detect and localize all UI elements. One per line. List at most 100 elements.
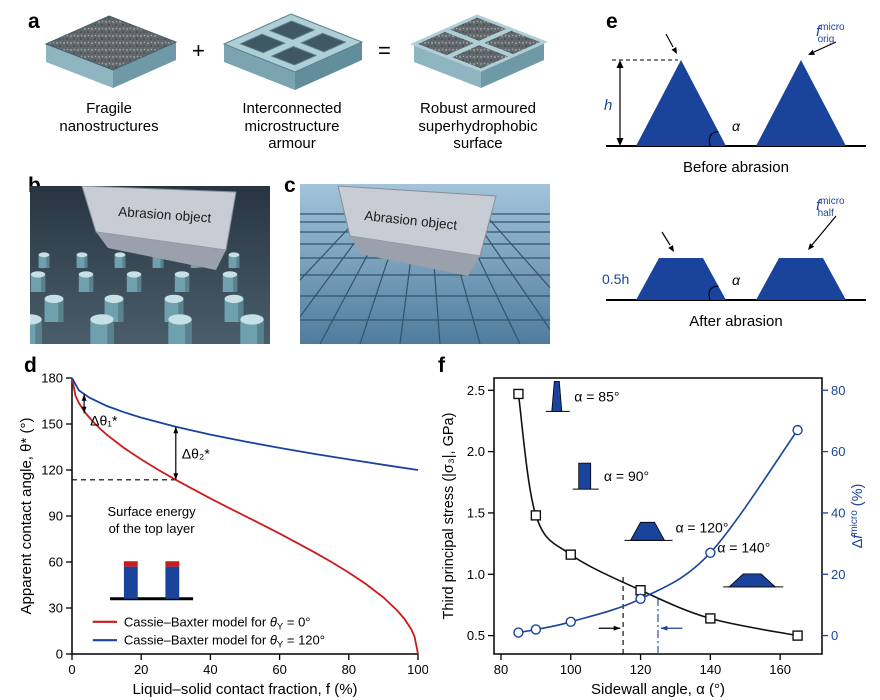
- svg-text:60: 60: [49, 555, 63, 570]
- arrowhead: [671, 47, 677, 54]
- svg-text:α = 85°: α = 85°: [574, 388, 619, 404]
- before-abrasion-caption: Before abrasion: [683, 159, 789, 176]
- panel-f-letter: f: [438, 354, 445, 377]
- svg-text:Sidewall angle, α (°): Sidewall angle, α (°): [591, 681, 725, 698]
- svg-text:90: 90: [49, 509, 63, 524]
- svg-text:30: 30: [49, 601, 63, 616]
- half-height-label: 0.5h: [602, 271, 629, 287]
- microstructure-triangle: [636, 60, 726, 146]
- panel-e-letter: e: [606, 10, 618, 33]
- chart-f-stress-vs-sidewall-angle: 0.5 1.0 1.5 2.0 2.5 80 100 120 140 160 0 20 40 60 80 Si…: [441, 377, 866, 698]
- panel-c-letter: c: [284, 174, 296, 197]
- panel-e-before-abrasion-schematic: h fmicro orig α Before abrasion: [604, 22, 866, 176]
- slab-left-face: [414, 44, 481, 88]
- svg-text:20: 20: [831, 567, 845, 582]
- svg-text:40: 40: [203, 662, 217, 677]
- microstructure-trapezoid: [636, 258, 726, 300]
- arrowhead: [808, 243, 815, 250]
- abrasion-block-underside: [96, 232, 226, 270]
- abrasion-block-underside: [350, 236, 480, 276]
- frame-grid-rim: [222, 13, 364, 73]
- svg-text:120: 120: [41, 463, 63, 478]
- svg-text:Cassie–Baxter model for θY = 0: Cassie–Baxter model for θY = 0°: [124, 614, 311, 632]
- svg-text:Surface energy: Surface energy: [107, 504, 196, 519]
- svg-text:120: 120: [630, 662, 652, 677]
- armour-lattice-line: [444, 28, 514, 58]
- panel-d-letter: d: [24, 354, 37, 377]
- arrowhead: [616, 138, 624, 146]
- svg-text:2.5: 2.5: [467, 383, 485, 398]
- svg-text:100: 100: [560, 662, 582, 677]
- svg-text:140: 140: [699, 662, 721, 677]
- panel-a-image-microstructure-armour: [222, 13, 364, 90]
- svg-text:1.5: 1.5: [467, 505, 485, 520]
- alpha-label: α: [732, 272, 741, 288]
- panel-a-letter: a: [28, 10, 40, 33]
- f-label-pointer-arrow: [813, 41, 837, 53]
- svg-text:160: 160: [769, 662, 791, 677]
- svg-text:1.0: 1.0: [467, 567, 485, 582]
- svg-text:Δθ₂*: Δθ₂*: [182, 445, 211, 461]
- svg-text:Liquid–solid contact fraction,: Liquid–solid contact fraction, f (%): [132, 681, 357, 698]
- panel-a-image-fragile-nanostructures: [44, 15, 178, 88]
- caption-robust: Robust armoured superhydrophobic surface: [418, 100, 538, 153]
- svg-text:Δfmicro (%): Δfmicro (%): [849, 484, 866, 549]
- svg-text:Δθ₁*: Δθ₁*: [90, 412, 118, 428]
- alpha-angle-arc: [708, 131, 719, 147]
- svg-text:20: 20: [134, 662, 148, 677]
- svg-text:α = 140°: α = 140°: [717, 539, 770, 555]
- height-label: h: [604, 97, 612, 114]
- svg-text:Cassie–Baxter model for θY = 1: Cassie–Baxter model for θY = 120°: [124, 633, 325, 651]
- svg-text:60: 60: [272, 662, 286, 677]
- svg-text:0: 0: [68, 662, 75, 677]
- chart-d-contact-angle-vs-fraction: 0 30 60 90 120 150 180 0 20 40 60 80 100 Liquid–solid…: [18, 371, 428, 699]
- f-orig-micro-label: fmicro orig: [816, 22, 845, 45]
- equals-sign: =: [378, 38, 391, 63]
- alpha-angle-arc: [708, 285, 719, 301]
- svg-text:Apparent contact angle, θ* (°): Apparent contact angle, θ* (°): [18, 418, 35, 615]
- svg-text:2.0: 2.0: [467, 444, 485, 459]
- svg-text:0.5: 0.5: [467, 628, 485, 643]
- panel-a-image-armoured-surface: [410, 14, 548, 88]
- caption-fragile: Fragile nanostructures: [59, 100, 159, 135]
- alpha-label: α: [732, 118, 741, 134]
- svg-text:of the top layer: of the top layer: [109, 521, 196, 536]
- nanostructure-textured-top: [44, 15, 178, 71]
- svg-text:180: 180: [41, 371, 63, 386]
- svg-text:α = 90°: α = 90°: [604, 468, 649, 484]
- abrasion-object-label: Abrasion object: [118, 204, 212, 225]
- microstructure-trapezoid: [756, 258, 846, 300]
- top-pointer-arrow: [661, 231, 671, 246]
- arrowhead: [808, 49, 815, 55]
- panel-c-image-grid-abrasion: Abrasion object: [300, 184, 550, 344]
- panel-b-image-pillars-abrasion: Abrasion object: [30, 186, 270, 344]
- svg-text:100: 100: [407, 662, 428, 677]
- arrowhead: [616, 60, 624, 68]
- svg-text:α = 120°: α = 120°: [675, 520, 728, 536]
- svg-text:0: 0: [56, 647, 63, 662]
- svg-text:60: 60: [831, 444, 845, 459]
- svg-text:80: 80: [342, 662, 356, 677]
- slab-left-face: [46, 44, 113, 88]
- plus-sign: +: [192, 38, 205, 63]
- arrowhead: [668, 245, 674, 252]
- svg-text:40: 40: [831, 505, 845, 520]
- slab-right-face: [113, 42, 176, 88]
- svg-text:Third principal stress (|σ₃|,: Third principal stress (|σ₃|, GPa): [441, 413, 457, 620]
- frame-left-face: [224, 44, 295, 90]
- panel-e-after-abrasion-schematic: 0.5h fmicro half α After abrasion: [602, 196, 866, 330]
- frame-right-face: [295, 42, 362, 90]
- slab-right-face: [481, 42, 544, 88]
- f-half-micro-label: fmicro half: [816, 196, 845, 219]
- svg-text:0: 0: [831, 628, 838, 643]
- grid-lines: [300, 205, 550, 344]
- svg-text:80: 80: [494, 662, 508, 677]
- f-label-pointer-arrow: [811, 215, 837, 246]
- caption-armour: Interconnected microstructure armour: [242, 100, 342, 153]
- svg-text:80: 80: [831, 383, 845, 398]
- apex-pointer-arrow: [665, 33, 674, 48]
- microstructure-triangle: [756, 60, 846, 146]
- svg-text:150: 150: [41, 417, 63, 432]
- after-abrasion-caption: After abrasion: [689, 313, 782, 330]
